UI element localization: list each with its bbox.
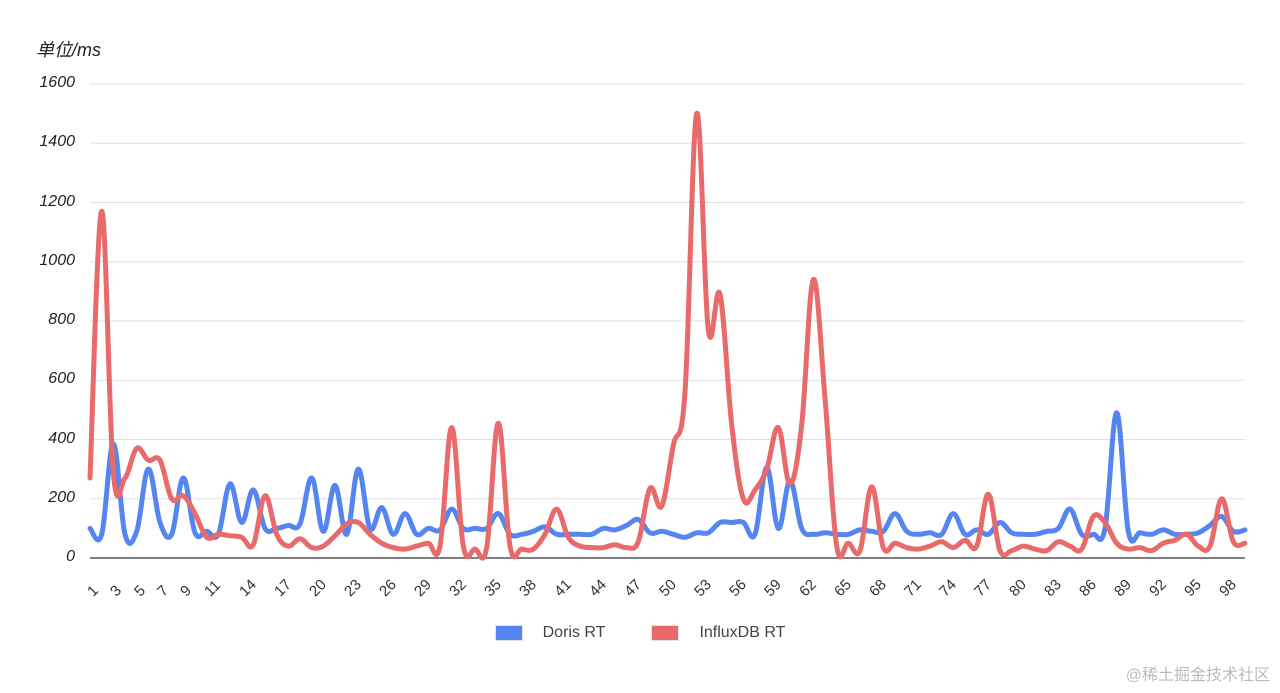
y-tick-label: 1600	[39, 74, 75, 91]
y-tick-label: 600	[48, 370, 75, 388]
series-line-doris-rt	[87, 410, 1248, 546]
y-tick-label: 200	[48, 488, 75, 506]
y-tick-label: 800	[48, 311, 75, 328]
legend-item-influxdb[interactable]: InfluxDB RT	[651, 624, 785, 642]
legend-label-influxdb: InfluxDB RT	[699, 624, 786, 641]
y-tick-label: 0	[66, 548, 75, 565]
y-tick-label: 1200	[39, 192, 75, 210]
series-lines	[87, 111, 1248, 561]
legend-label-doris: Doris RT	[542, 624, 606, 641]
series-line-influxdb-rt	[87, 111, 1248, 561]
y-tick-label: 400	[48, 429, 75, 447]
influxdb-swatch-icon	[651, 625, 680, 641]
y-tick-label: 1000	[39, 251, 75, 269]
gridlines	[90, 83, 1245, 500]
legend: Doris RT InfluxDB RT	[0, 624, 1280, 642]
legend-item-doris[interactable]: Doris RT	[494, 624, 606, 642]
y-axis-unit-label: 单位/ms	[36, 40, 101, 60]
watermark: @稀土掘金技术社区	[1125, 667, 1270, 684]
y-tick-label: 1400	[39, 133, 75, 151]
doris-swatch-icon	[494, 625, 523, 641]
